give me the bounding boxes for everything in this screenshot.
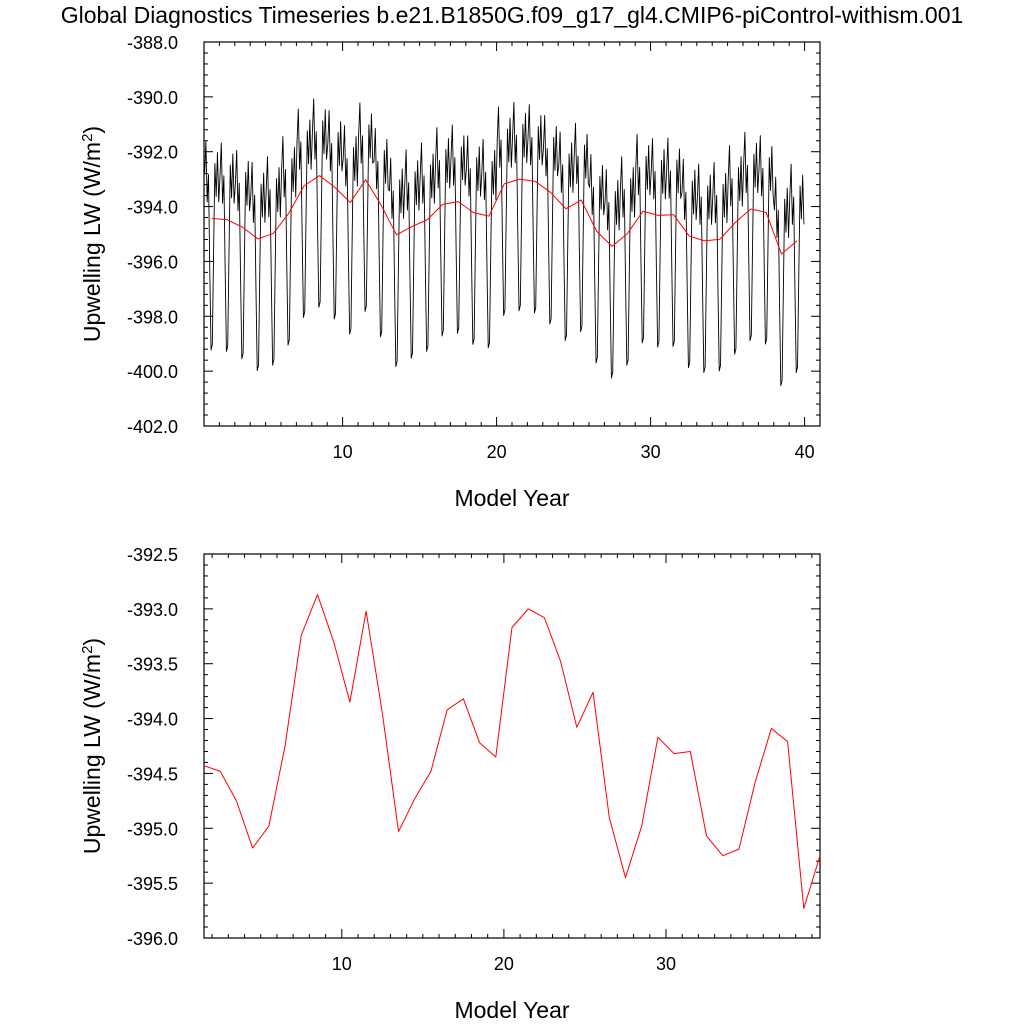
- y-tick-label: -396.0: [127, 929, 178, 949]
- x-axis-title: Model Year: [454, 997, 569, 1023]
- y-tick-label: -395.0: [127, 819, 178, 839]
- x-tick-label: 20: [494, 954, 514, 974]
- y-tick-label: -388.0: [127, 33, 178, 53]
- y-tick-label: -400.0: [127, 362, 178, 382]
- y-tick-label: -390.0: [127, 88, 178, 108]
- x-tick-label: 30: [641, 442, 661, 462]
- chart-title: Global Diagnostics Timeseries b.e21.B185…: [60, 2, 964, 28]
- y-tick-label: -393.0: [127, 600, 178, 620]
- x-tick-label: 10: [333, 442, 353, 462]
- monthly-series-line: [204, 98, 805, 387]
- x-axis-title: Model Year: [454, 485, 569, 511]
- y-tick-label: -394.0: [127, 198, 178, 218]
- y-tick-label: -392.5: [127, 545, 178, 565]
- y-tick-label: -402.0: [127, 417, 178, 437]
- y-tick-label: -394.0: [127, 710, 178, 730]
- x-tick-label: 30: [656, 954, 676, 974]
- plot-frame: [203, 553, 821, 939]
- y-tick-label: -394.5: [127, 764, 178, 784]
- y-axis-ticks: [204, 553, 820, 939]
- x-tick-label: 10: [332, 954, 352, 974]
- y-tick-label: -392.0: [127, 143, 178, 163]
- y-axis-title: Upwelling LW (W/m2): [79, 638, 106, 854]
- x-axis-ticks: [211, 554, 813, 938]
- y-tick-label: -396.0: [127, 252, 178, 272]
- y-tick-label: -393.5: [127, 655, 178, 675]
- annual-mean-line: [211, 175, 798, 255]
- data-layer: [204, 98, 805, 387]
- annual-mean-line: [204, 594, 820, 909]
- y-tick-label: -398.0: [127, 307, 178, 327]
- x-tick-label: 40: [795, 442, 815, 462]
- plot-1: 10 20 30 40 -402.0 -400.0 -398.0 -396.0 -394.0 -3…: [79, 33, 821, 511]
- plot-2: 10 20 30 -396.0 -395.5 -395.0 -394.5 -394.0 -393…: [79, 545, 821, 1023]
- x-tick-label: 20: [487, 442, 507, 462]
- y-axis-ticks: [204, 41, 820, 427]
- x-axis-ticks: [203, 42, 821, 426]
- y-axis-title: Upwelling LW (W/m2): [79, 126, 106, 342]
- data-layer: [204, 594, 820, 909]
- y-tick-label: -395.5: [127, 874, 178, 894]
- plot-frame: [203, 41, 821, 427]
